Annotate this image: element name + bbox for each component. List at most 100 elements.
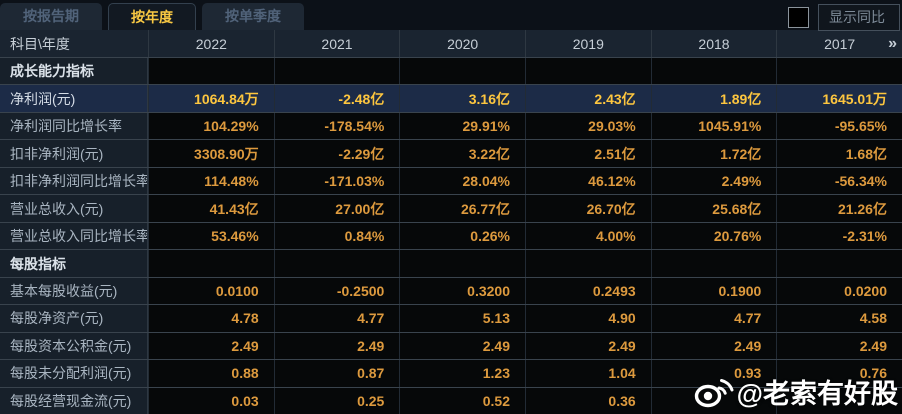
cell-value: -2.48亿: [273, 85, 400, 112]
cell-value: 0.03: [148, 387, 274, 414]
cell-value: [524, 250, 651, 277]
cell-value: 0.1900: [650, 277, 777, 305]
cell-value: 53.46%: [148, 222, 274, 250]
table-row: 基本每股收益(元) 0.0100 -0.2500 0.3200 0.2493 0.1900…: [0, 277, 902, 306]
yoy-controls: 显示同比: [788, 4, 900, 31]
cell-value: 4.58: [776, 305, 902, 332]
cell-value: 5.13: [399, 305, 525, 332]
cell-value: [776, 250, 902, 277]
cell-value: [148, 58, 274, 85]
cell-value: 114.48%: [148, 167, 274, 195]
table-header-row: 科目\年度 2022 2021 2020 2019 2018 2017»: [0, 30, 902, 58]
cell-value: 0.26%: [399, 222, 525, 250]
table-row: 扣非净利润(元) 3308.90万 -2.29亿 3.22亿 2.51亿 1.72亿 1.6…: [0, 140, 902, 168]
cell-value: 0.52: [399, 387, 525, 414]
show-yoy-label[interactable]: 显示同比: [818, 4, 900, 31]
cell-value: 2.49: [148, 332, 274, 360]
cell-value: -56.34%: [776, 167, 902, 195]
table-row: 每股资本公积金(元) 2.49 2.49 2.49 2.49 2.49 2.49: [0, 332, 902, 361]
cell-value: 4.00%: [524, 222, 651, 250]
cell-value: 4.78: [148, 305, 274, 332]
cell-value: 1.23: [399, 360, 525, 387]
cell-value: 20.76%: [650, 222, 777, 250]
cell-value: 0.2493: [524, 277, 651, 305]
cell-value: 4.77: [650, 305, 777, 332]
cell-value: 21.26亿: [776, 195, 902, 222]
table-row: 净利润(元) 1064.84万 -2.48亿 3.16亿 2.43亿 1.89亿 1645.…: [0, 85, 902, 113]
row-label: 扣非净利润(元): [0, 140, 148, 167]
cell-value: 28.04%: [399, 167, 525, 195]
cell-value: 1645.01万: [776, 85, 902, 112]
cell-value: 2.49: [399, 332, 525, 360]
row-label: 每股资本公积金(元): [0, 332, 148, 360]
row-label: 净利润同比增长率: [0, 112, 148, 140]
tab-annual[interactable]: 按年度: [108, 3, 196, 30]
more-columns-icon[interactable]: »: [888, 34, 897, 52]
section-row: 每股指标: [0, 250, 902, 278]
cell-value: 0.36: [524, 387, 651, 414]
cell-value: 0.88: [148, 360, 274, 387]
cell-value: 2.49: [776, 332, 902, 360]
cell-value: 1.68亿: [776, 140, 902, 167]
row-label: 每股净资产(元): [0, 305, 148, 332]
corner-header-label: 科目\年度: [10, 35, 70, 52]
cell-value: [776, 58, 902, 85]
cell-value: 0.87: [273, 360, 400, 387]
row-label: 每股经营现金流(元): [0, 387, 148, 414]
tab-report-period[interactable]: 按报告期: [0, 3, 102, 30]
cell-value: 0.76: [776, 360, 902, 387]
period-tabbar: 按报告期 按年度 按单季度 显示同比: [0, 0, 902, 31]
cell-value: 26.70亿: [524, 195, 651, 222]
cell-value: 0.0200: [776, 277, 902, 305]
cell-value: -95.65%: [776, 112, 902, 140]
row-label: 每股指标: [0, 250, 148, 277]
cell-value: 2.43亿: [524, 85, 651, 112]
column-header-year: 2017»: [776, 30, 902, 57]
column-header-year: 2019: [524, 30, 651, 57]
table-row: 每股净资产(元) 4.78 4.77 5.13 4.90 4.77 4.58: [0, 305, 902, 333]
cell-value: 29.03%: [524, 112, 651, 140]
table-row: 每股未分配利润(元) 0.88 0.87 1.23 1.04 0.93 0.76: [0, 360, 902, 388]
column-header-year: 2022: [148, 30, 274, 57]
cell-value: -178.54%: [273, 112, 400, 140]
cell-value: 0.0100: [148, 277, 274, 305]
cell-value: 0.25: [273, 387, 400, 414]
row-label: 每股未分配利润(元): [0, 360, 148, 387]
cell-value: [399, 58, 525, 85]
cell-value: 1064.84万: [148, 85, 274, 112]
cell-value: 3.16亿: [399, 85, 525, 112]
cell-value: 25.68亿: [650, 195, 777, 222]
cell-value: -0.2500: [273, 277, 400, 305]
section-row: 成长能力指标: [0, 58, 902, 86]
cell-value: [273, 58, 400, 85]
row-label: 营业总收入(元): [0, 195, 148, 222]
cell-value: 0.93: [650, 360, 777, 387]
table-row: 营业总收入同比增长率 53.46% 0.84% 0.26% 4.00% 20.76% -2.…: [0, 222, 902, 251]
cell-value: 1.72亿: [650, 140, 777, 167]
row-label: 成长能力指标: [0, 58, 148, 85]
cell-value: -2.29亿: [273, 140, 400, 167]
cell-value: [650, 387, 777, 414]
cell-value: 46.12%: [524, 167, 651, 195]
cell-value: -171.03%: [273, 167, 400, 195]
cell-value: 4.77: [273, 305, 400, 332]
cell-value: 1.89亿: [650, 85, 777, 112]
cell-value: 3308.90万: [148, 140, 274, 167]
cell-value: 2.49: [524, 332, 651, 360]
table-row: 每股经营现金流(元) 0.03 0.25 0.52 0.36: [0, 387, 902, 414]
row-label: 基本每股收益(元): [0, 277, 148, 305]
cell-value: 1.04: [524, 360, 651, 387]
show-yoy-checkbox[interactable]: [788, 7, 809, 28]
column-header-year: 2018: [650, 30, 777, 57]
cell-value: 104.29%: [148, 112, 274, 140]
table-row: 净利润同比增长率 104.29% -178.54% 29.91% 29.03% 1045.…: [0, 112, 902, 141]
cell-value: [399, 250, 525, 277]
cell-value: [273, 250, 400, 277]
cell-value: 2.49: [273, 332, 400, 360]
cell-value: 0.84%: [273, 222, 400, 250]
row-label: 净利润(元): [0, 85, 148, 112]
cell-value: 2.51亿: [524, 140, 651, 167]
tab-single-quarter[interactable]: 按单季度: [202, 3, 304, 30]
cell-value: 3.22亿: [399, 140, 525, 167]
